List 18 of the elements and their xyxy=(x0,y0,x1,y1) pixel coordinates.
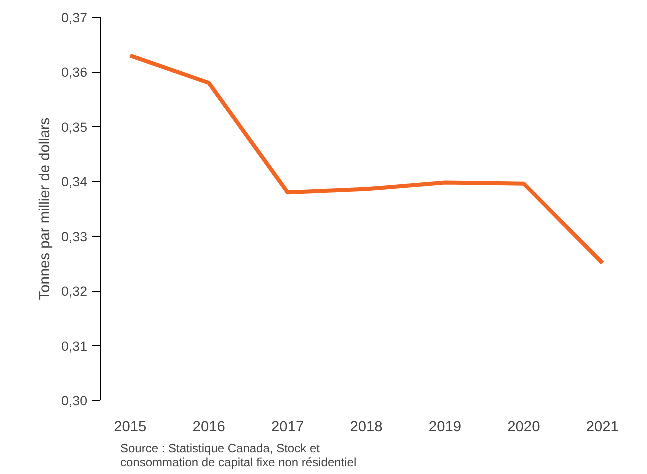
source-note: Source : Statistique Canada, Stock et consommation de capital fixe non résidentiel xyxy=(120,442,357,470)
x-tick-label: 2017 xyxy=(272,420,304,436)
line-series xyxy=(128,54,605,266)
y-tick-label: 0,32 xyxy=(62,284,88,300)
y-tick-label: 0,31 xyxy=(62,338,88,354)
y-tick-label: 0,37 xyxy=(62,10,88,26)
y-tick-label: 0,33 xyxy=(62,229,88,244)
y-tick-label: 0,30 xyxy=(62,394,88,408)
x-tick-label: 2015 xyxy=(114,420,147,436)
x-tick-label: 2021 xyxy=(586,420,619,436)
x-tick-label: 2020 xyxy=(508,420,540,436)
x-tick-label: 2018 xyxy=(350,420,383,436)
y-tick-label: 0,35 xyxy=(62,120,88,135)
y-axis-title: Tonnes par millier de dollars xyxy=(38,118,54,300)
y-tick-label: 0,36 xyxy=(62,65,88,80)
y-tick-label: 0,34 xyxy=(62,174,88,190)
x-tick-label: 2016 xyxy=(192,420,226,436)
x-tick-label: 2019 xyxy=(428,420,462,436)
